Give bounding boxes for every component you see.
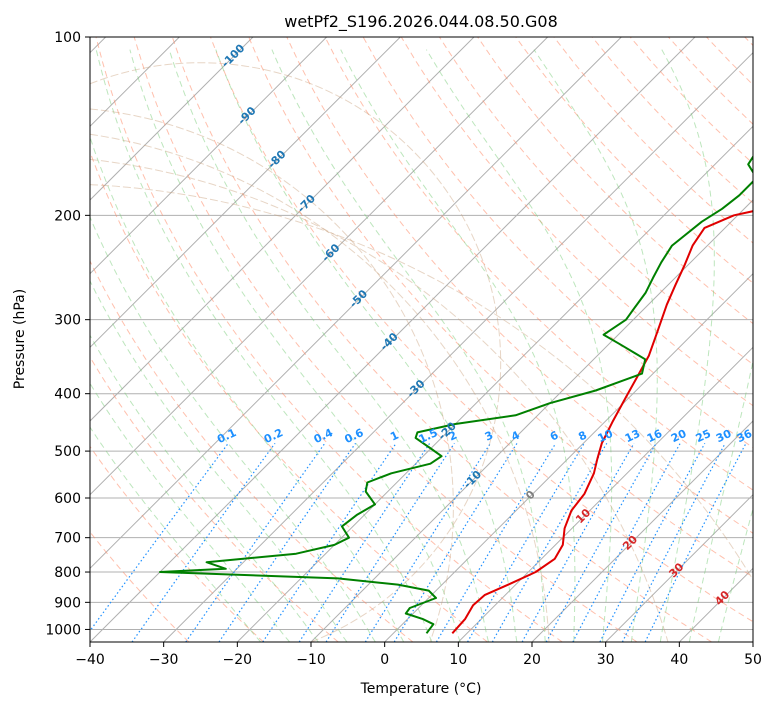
y-tick-label: 200 xyxy=(54,208,81,224)
auxiliary-curve xyxy=(90,158,669,642)
dry-adiabat xyxy=(171,37,712,642)
mixing-ratio-line xyxy=(298,442,431,642)
dry-adiabat xyxy=(248,37,753,578)
dewpoint-profile xyxy=(159,155,753,634)
dry-adiabat xyxy=(324,37,753,491)
mixing-ratio-line xyxy=(621,443,726,642)
dry-adiabat xyxy=(286,37,753,534)
background-lines xyxy=(90,37,753,642)
mixing-ratio-line xyxy=(435,442,557,642)
dry-adiabat xyxy=(515,37,753,284)
dry-adiabat xyxy=(90,259,414,642)
isotherm-line xyxy=(605,493,753,642)
plot-frame xyxy=(89,36,754,643)
mixing-ratio-line xyxy=(491,442,608,642)
isotherm-line xyxy=(163,51,753,642)
x-tick-label: 50 xyxy=(744,652,762,668)
mixing-ratio-label: 36 xyxy=(735,427,755,445)
moist-adiabat xyxy=(90,382,291,642)
isotherm-line xyxy=(90,37,549,496)
moist-adiabat xyxy=(90,215,376,642)
isotherm-line xyxy=(90,37,622,570)
isotherm-line xyxy=(90,37,254,201)
x-tick-label: −10 xyxy=(296,652,326,668)
moist-adiabat xyxy=(533,49,658,642)
auxiliary-curve xyxy=(90,133,550,642)
auxiliary-curve xyxy=(90,62,502,642)
temperature-profile xyxy=(451,210,753,634)
dry-adiabat xyxy=(95,37,563,642)
moist-adiabat xyxy=(425,49,613,642)
y-tick-label: 400 xyxy=(54,387,81,403)
moist-adiabat xyxy=(340,49,576,642)
axes: −40 −30 −20 −10 0 10 20 30 40 50 100 200 300 400 500 60… xyxy=(45,30,762,668)
y-tick-label: 500 xyxy=(54,444,81,460)
mixing-ratio-label: 20 xyxy=(669,427,689,445)
isotherm-line xyxy=(531,420,753,642)
y-tick-label: 300 xyxy=(54,313,81,329)
plot-background xyxy=(90,37,753,642)
y-tick-label: 1000 xyxy=(45,622,81,638)
y-tick-label: 100 xyxy=(54,30,81,46)
mixing-ratio-line xyxy=(364,442,492,642)
mixing-ratio-line xyxy=(131,442,276,642)
mixing-ratio-label: 10 xyxy=(596,427,616,445)
y-tick-label: 900 xyxy=(54,595,81,611)
x-tick-label: 0 xyxy=(380,652,389,668)
mixing-ratio-line xyxy=(325,442,455,642)
moist-adiabat xyxy=(718,506,753,642)
mixing-ratio-label: 16 xyxy=(645,427,665,445)
mixing-ratio-label: 25 xyxy=(694,427,713,445)
moist-adiabat xyxy=(129,49,461,642)
mixing-ratio-line xyxy=(185,442,326,642)
mixing-ratio-line xyxy=(218,442,357,642)
auxiliary-curve xyxy=(90,108,454,642)
mixing-ratio-label: 30 xyxy=(714,427,734,445)
mixing-ratio-line xyxy=(599,443,706,642)
y-tick-label: 600 xyxy=(54,491,81,507)
isotherm-line xyxy=(457,346,753,642)
moist-adiabat xyxy=(688,358,753,642)
moist-adiabat xyxy=(271,49,546,642)
isotherm-line xyxy=(236,125,753,642)
series-layer xyxy=(159,155,753,634)
dry-adiabat xyxy=(90,445,264,642)
x-tick-label: −30 xyxy=(149,652,179,668)
x-tick-label: 40 xyxy=(670,652,688,668)
chart-title: wetPf2_S196.2026.044.08.50.G08 xyxy=(284,12,558,32)
isotherm-line xyxy=(384,272,753,642)
moist-adiabat xyxy=(90,135,405,642)
x-tick-label: 30 xyxy=(597,652,615,668)
moist-adiabat xyxy=(95,49,433,642)
mixing-ratio-line xyxy=(466,442,585,642)
isotherm-line xyxy=(90,37,328,275)
x-tick-label: −40 xyxy=(75,652,105,668)
mixing-ratio-label: 13 xyxy=(623,427,642,445)
moist-adiabat xyxy=(90,426,262,642)
moist-adiabat xyxy=(659,49,715,642)
isotherm-line xyxy=(90,37,401,349)
x-tick-label: 20 xyxy=(523,652,541,668)
mixing-ratio-line xyxy=(262,442,397,642)
mixing-ratio-line xyxy=(393,442,518,642)
isotherm-line xyxy=(90,37,475,422)
moist-adiabat xyxy=(90,279,348,642)
y-tick-label: 800 xyxy=(54,565,81,581)
mixing-ratio-line xyxy=(521,443,635,642)
isotherm-line xyxy=(90,37,696,642)
x-tick-label: −20 xyxy=(223,652,253,668)
dry-adiabat xyxy=(90,356,339,642)
dry-adiabat xyxy=(210,37,753,623)
moist-adiabat xyxy=(90,334,319,642)
x-axis-label: Temperature (°C) xyxy=(360,681,482,697)
auxiliary-curve xyxy=(90,184,753,581)
x-tick-label: 10 xyxy=(449,652,467,668)
y-tick-label: 700 xyxy=(54,531,81,547)
y-axis-label: Pressure (hPa) xyxy=(12,289,28,389)
moist-adiabat xyxy=(215,49,518,642)
isotherm-line xyxy=(752,641,753,642)
